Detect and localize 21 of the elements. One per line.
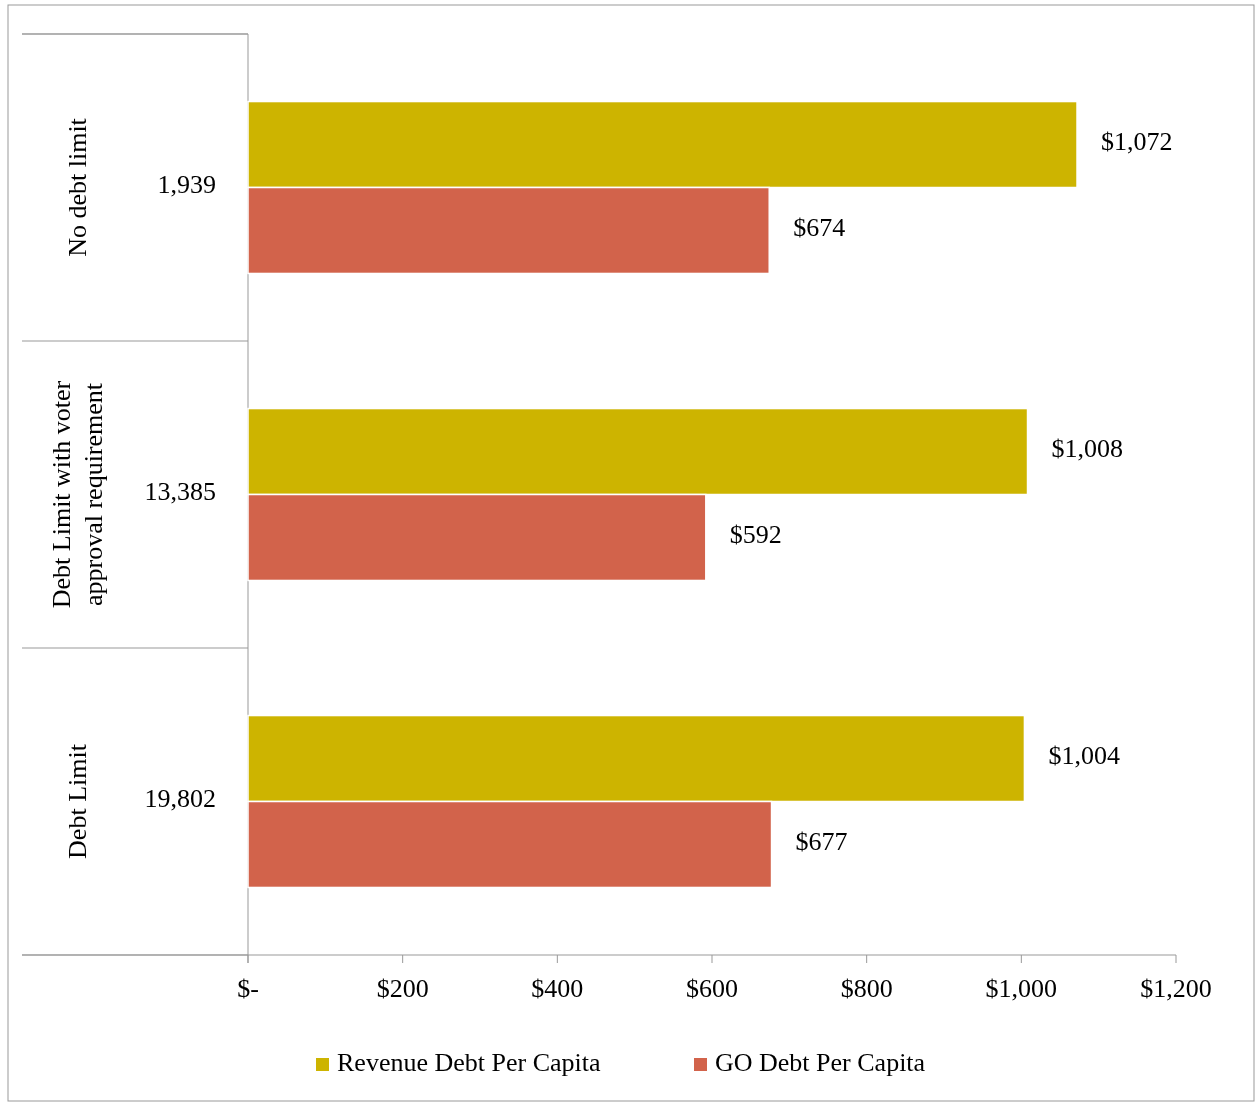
data-label: $677 xyxy=(795,827,848,857)
legend-label: Revenue Debt Per Capita xyxy=(337,1047,601,1077)
y-tick-label: 19,802 xyxy=(144,784,216,814)
text: Debt Limit with voter approval requirement xyxy=(47,380,108,609)
y-tick-label: 1,939 xyxy=(157,170,216,200)
x-tick-label: $1,200 xyxy=(1140,974,1212,1003)
data-label: $1,072 xyxy=(1101,127,1173,157)
data-label: $592 xyxy=(729,520,782,550)
data-label: $1,008 xyxy=(1051,434,1124,464)
x-tick-label: $- xyxy=(237,974,259,1003)
legend-label: GO Debt Per Capita xyxy=(715,1047,926,1077)
y-tick-label: 13,385 xyxy=(144,477,216,507)
data-label: $1,004 xyxy=(1048,741,1120,771)
x-tick-label: $400 xyxy=(531,974,584,1003)
x-tick-label: $200 xyxy=(376,974,429,1003)
x-tick-label: $1,000 xyxy=(985,974,1058,1003)
text: Debt Limit xyxy=(63,743,92,859)
x-tick-label: $600 xyxy=(686,974,738,1003)
x-tick-label: $800 xyxy=(840,974,893,1003)
text: No debt limit xyxy=(63,117,92,257)
data-label: $674 xyxy=(793,213,846,243)
